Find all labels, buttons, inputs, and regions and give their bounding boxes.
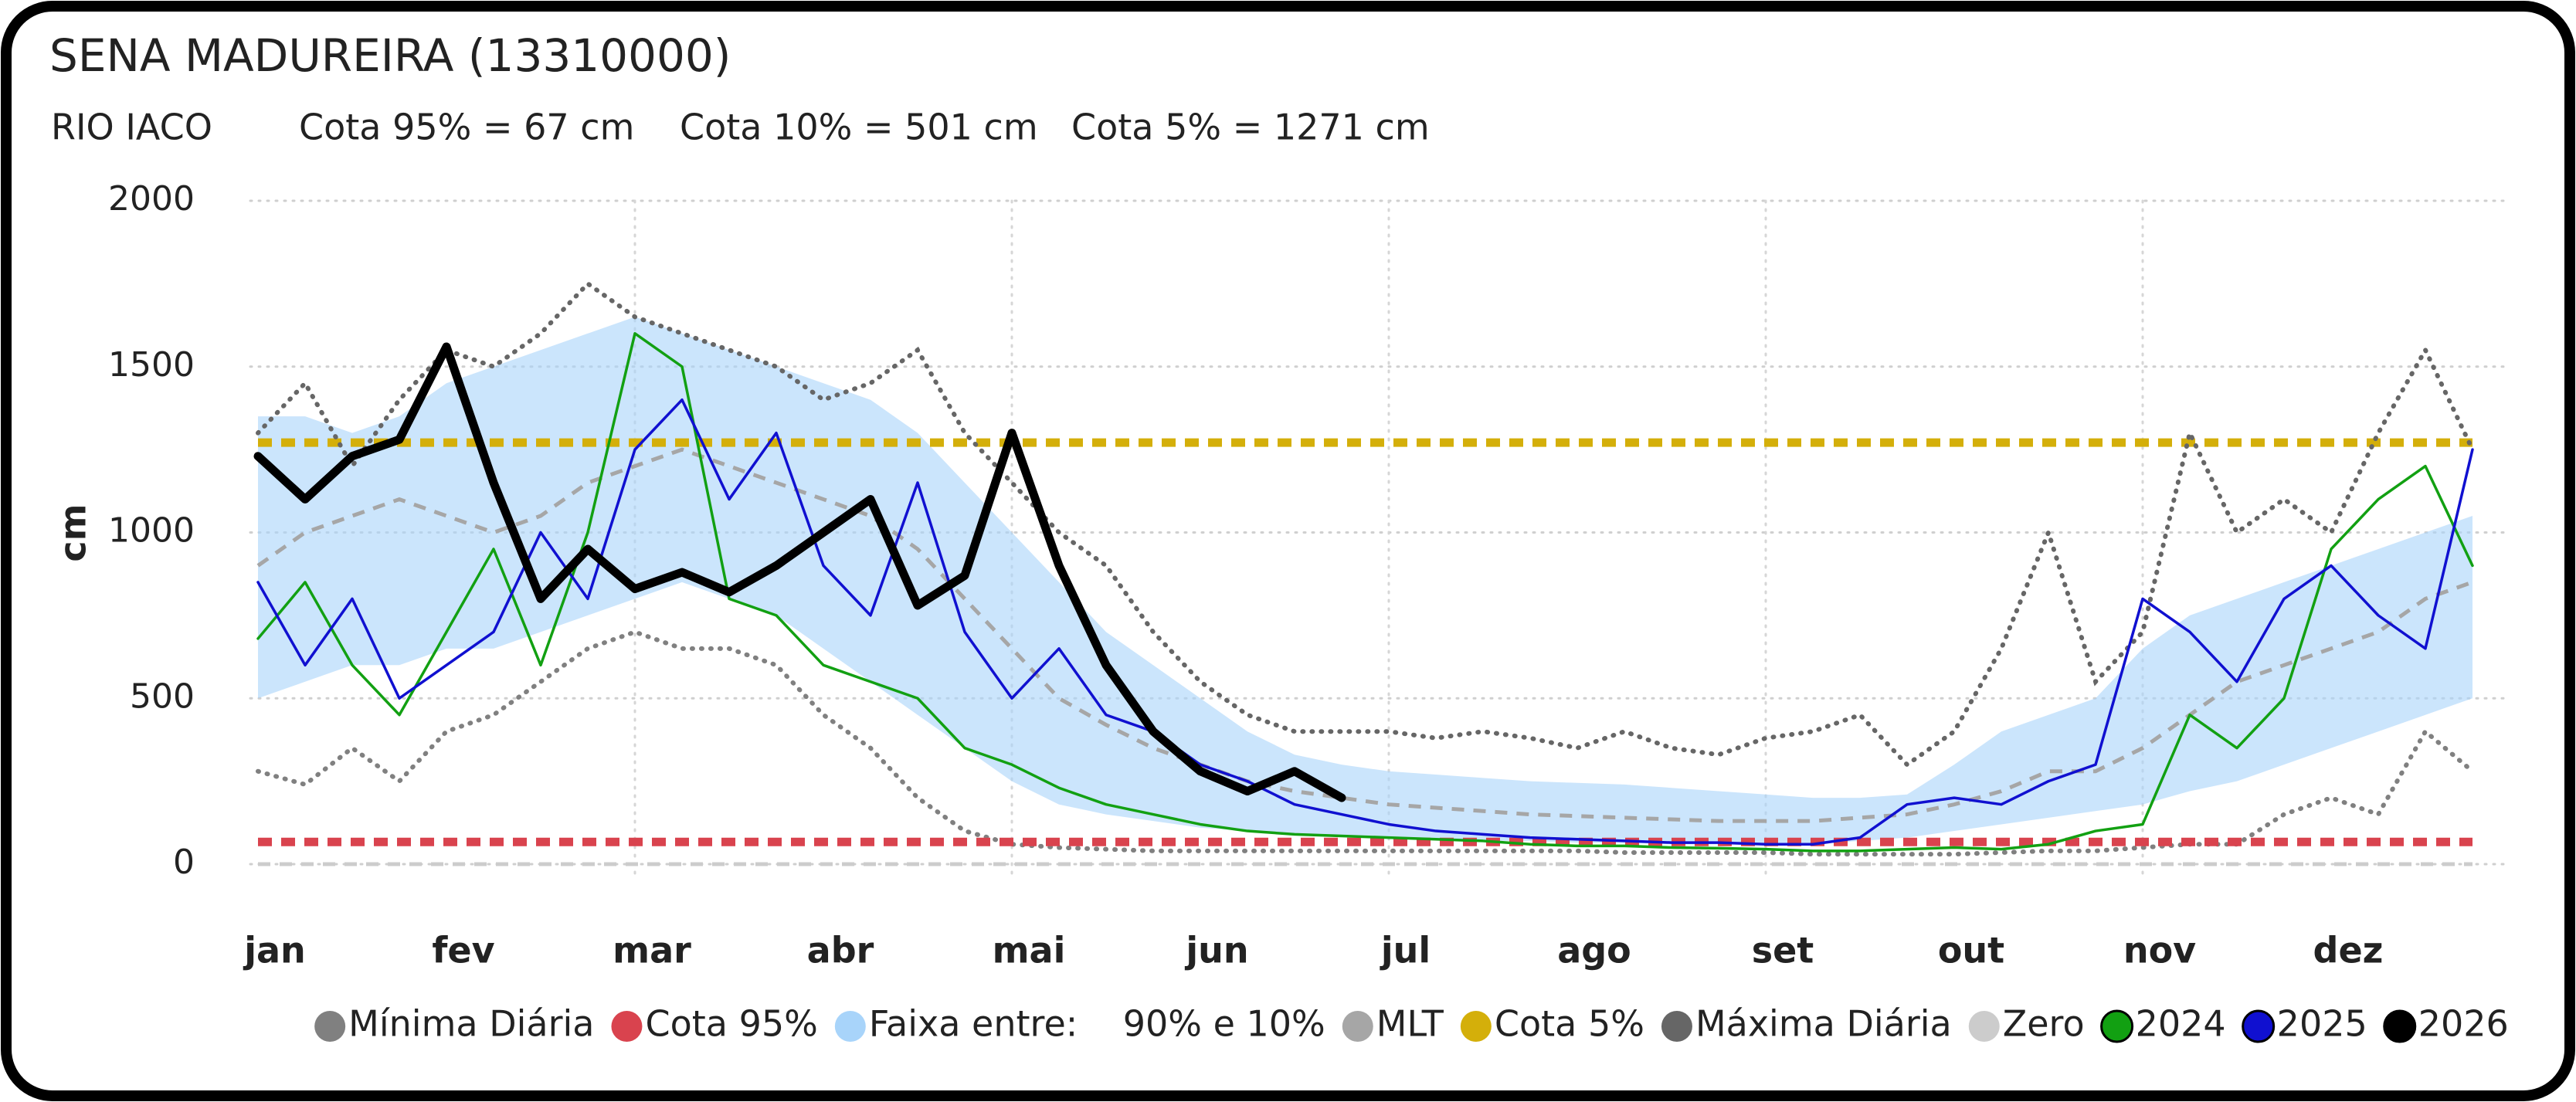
subtitle: Cota 10% = 501 cm xyxy=(680,107,1038,148)
legend-label: Faixa entre: 90% e 10% xyxy=(869,1003,1325,1045)
y-tick-label: 500 xyxy=(130,676,195,716)
legend-item: Mínima Diária xyxy=(314,1003,594,1045)
y-tick-label: 2000 xyxy=(108,179,195,219)
legend-item: MLT xyxy=(1342,1003,1444,1045)
x-tick-label: mai xyxy=(993,930,1066,971)
legend-marker xyxy=(1342,1011,1373,1042)
x-tick-label: ago xyxy=(1557,930,1631,971)
legend-label: 2026 xyxy=(2418,1003,2509,1045)
legend-marker xyxy=(1460,1011,1492,1042)
x-tick-label: nov xyxy=(2123,930,2196,971)
x-tick-label: jan xyxy=(243,930,306,971)
subtitle: Cota 5% = 1271 cm xyxy=(1071,107,1430,148)
legend-label: 2024 xyxy=(2136,1003,2226,1045)
chart-title: SENA MADUREIRA (13310000) xyxy=(49,29,731,82)
legend-item: 2025 xyxy=(2242,1003,2367,1045)
series-line xyxy=(253,342,1346,802)
legend-marker xyxy=(611,1011,643,1042)
legend-item: Zero xyxy=(1968,1003,2085,1045)
series-line xyxy=(256,398,2474,846)
legend-marker xyxy=(1661,1011,1692,1042)
subtitle: Cota 95% = 67 cm xyxy=(299,107,634,148)
y-tick-label: 1500 xyxy=(108,345,195,385)
legend-marker xyxy=(1968,1011,2000,1042)
series-line xyxy=(256,280,2475,768)
y-tick-label: 1000 xyxy=(108,511,195,551)
x-tick-label: abr xyxy=(807,930,874,971)
legend-marker xyxy=(834,1011,866,1042)
legend-label: Cota 95% xyxy=(645,1003,817,1045)
legend: Mínima Diária Cota 95% Faixa entre: 90% e … xyxy=(314,1003,2509,1045)
legend-item: Faixa entre: 90% e 10% xyxy=(834,1003,1325,1045)
legend-label: Zero xyxy=(2003,1003,2085,1045)
x-tick-label: mar xyxy=(613,930,691,971)
legend-marker xyxy=(314,1011,346,1042)
legend-item: Cota 95% xyxy=(611,1003,818,1045)
legend-marker xyxy=(2383,1009,2417,1043)
x-tick-label: dez xyxy=(2313,930,2384,971)
series-line xyxy=(256,447,2473,823)
legend-label: Cota 5% xyxy=(1495,1003,1644,1045)
legend-marker xyxy=(2100,1009,2134,1043)
y-axis-label: cm xyxy=(53,504,94,561)
legend-marker xyxy=(2242,1009,2276,1043)
legend-item: Cota 5% xyxy=(1460,1003,1644,1045)
x-tick-label: jun xyxy=(1184,930,1248,971)
subtitle: RIO IACO xyxy=(51,107,212,148)
series-line xyxy=(256,629,2475,857)
legend-label: Mínima Diária xyxy=(348,1003,594,1045)
x-tick-label: set xyxy=(1752,930,1814,971)
legend-label: MLT xyxy=(1376,1003,1444,1045)
y-tick-label: 0 xyxy=(173,843,195,882)
legend-item: 2026 xyxy=(2383,1003,2509,1045)
x-tick-label: out xyxy=(1938,930,2004,971)
x-tick-label: fev xyxy=(432,930,494,971)
x-tick-label: jul xyxy=(1380,930,1431,971)
legend-label: Máxima Diária xyxy=(1695,1003,1952,1045)
legend-item: 2024 xyxy=(2100,1003,2226,1045)
series-line xyxy=(256,332,2474,853)
legend-item: Máxima Diária xyxy=(1661,1003,1952,1045)
legend-label: 2025 xyxy=(2277,1003,2367,1045)
band xyxy=(258,317,2472,845)
